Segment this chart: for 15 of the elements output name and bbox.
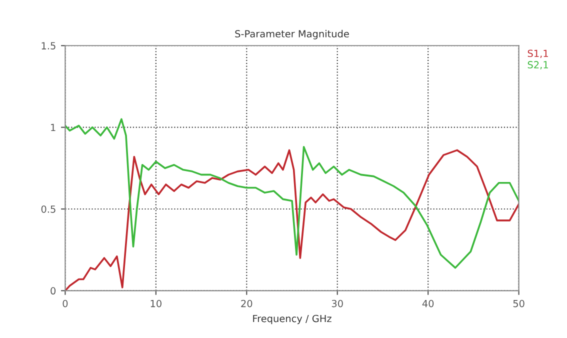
- x-tick-label: 30: [332, 300, 343, 308]
- x-tick-label: 20: [241, 300, 252, 308]
- line-series: [65, 118, 519, 269]
- y-tick-label: 0.5: [41, 205, 56, 213]
- y-tick-label: 1: [51, 124, 56, 132]
- y-tick-label: 0: [50, 287, 56, 295]
- y-tick-label: 1.5: [42, 42, 56, 50]
- x-tick-label: 10: [150, 300, 162, 308]
- chart-title: S-Parameter Magnitude: [235, 30, 349, 40]
- text: S2,1: [528, 61, 548, 70]
- x-tick-label: 0: [62, 300, 68, 308]
- x-axis-title: Frequency / GHz: [253, 314, 332, 324]
- x-tick-label: 50: [513, 300, 524, 308]
- text: S1,1: [528, 50, 548, 58]
- x-tick-label: 40: [422, 300, 434, 308]
